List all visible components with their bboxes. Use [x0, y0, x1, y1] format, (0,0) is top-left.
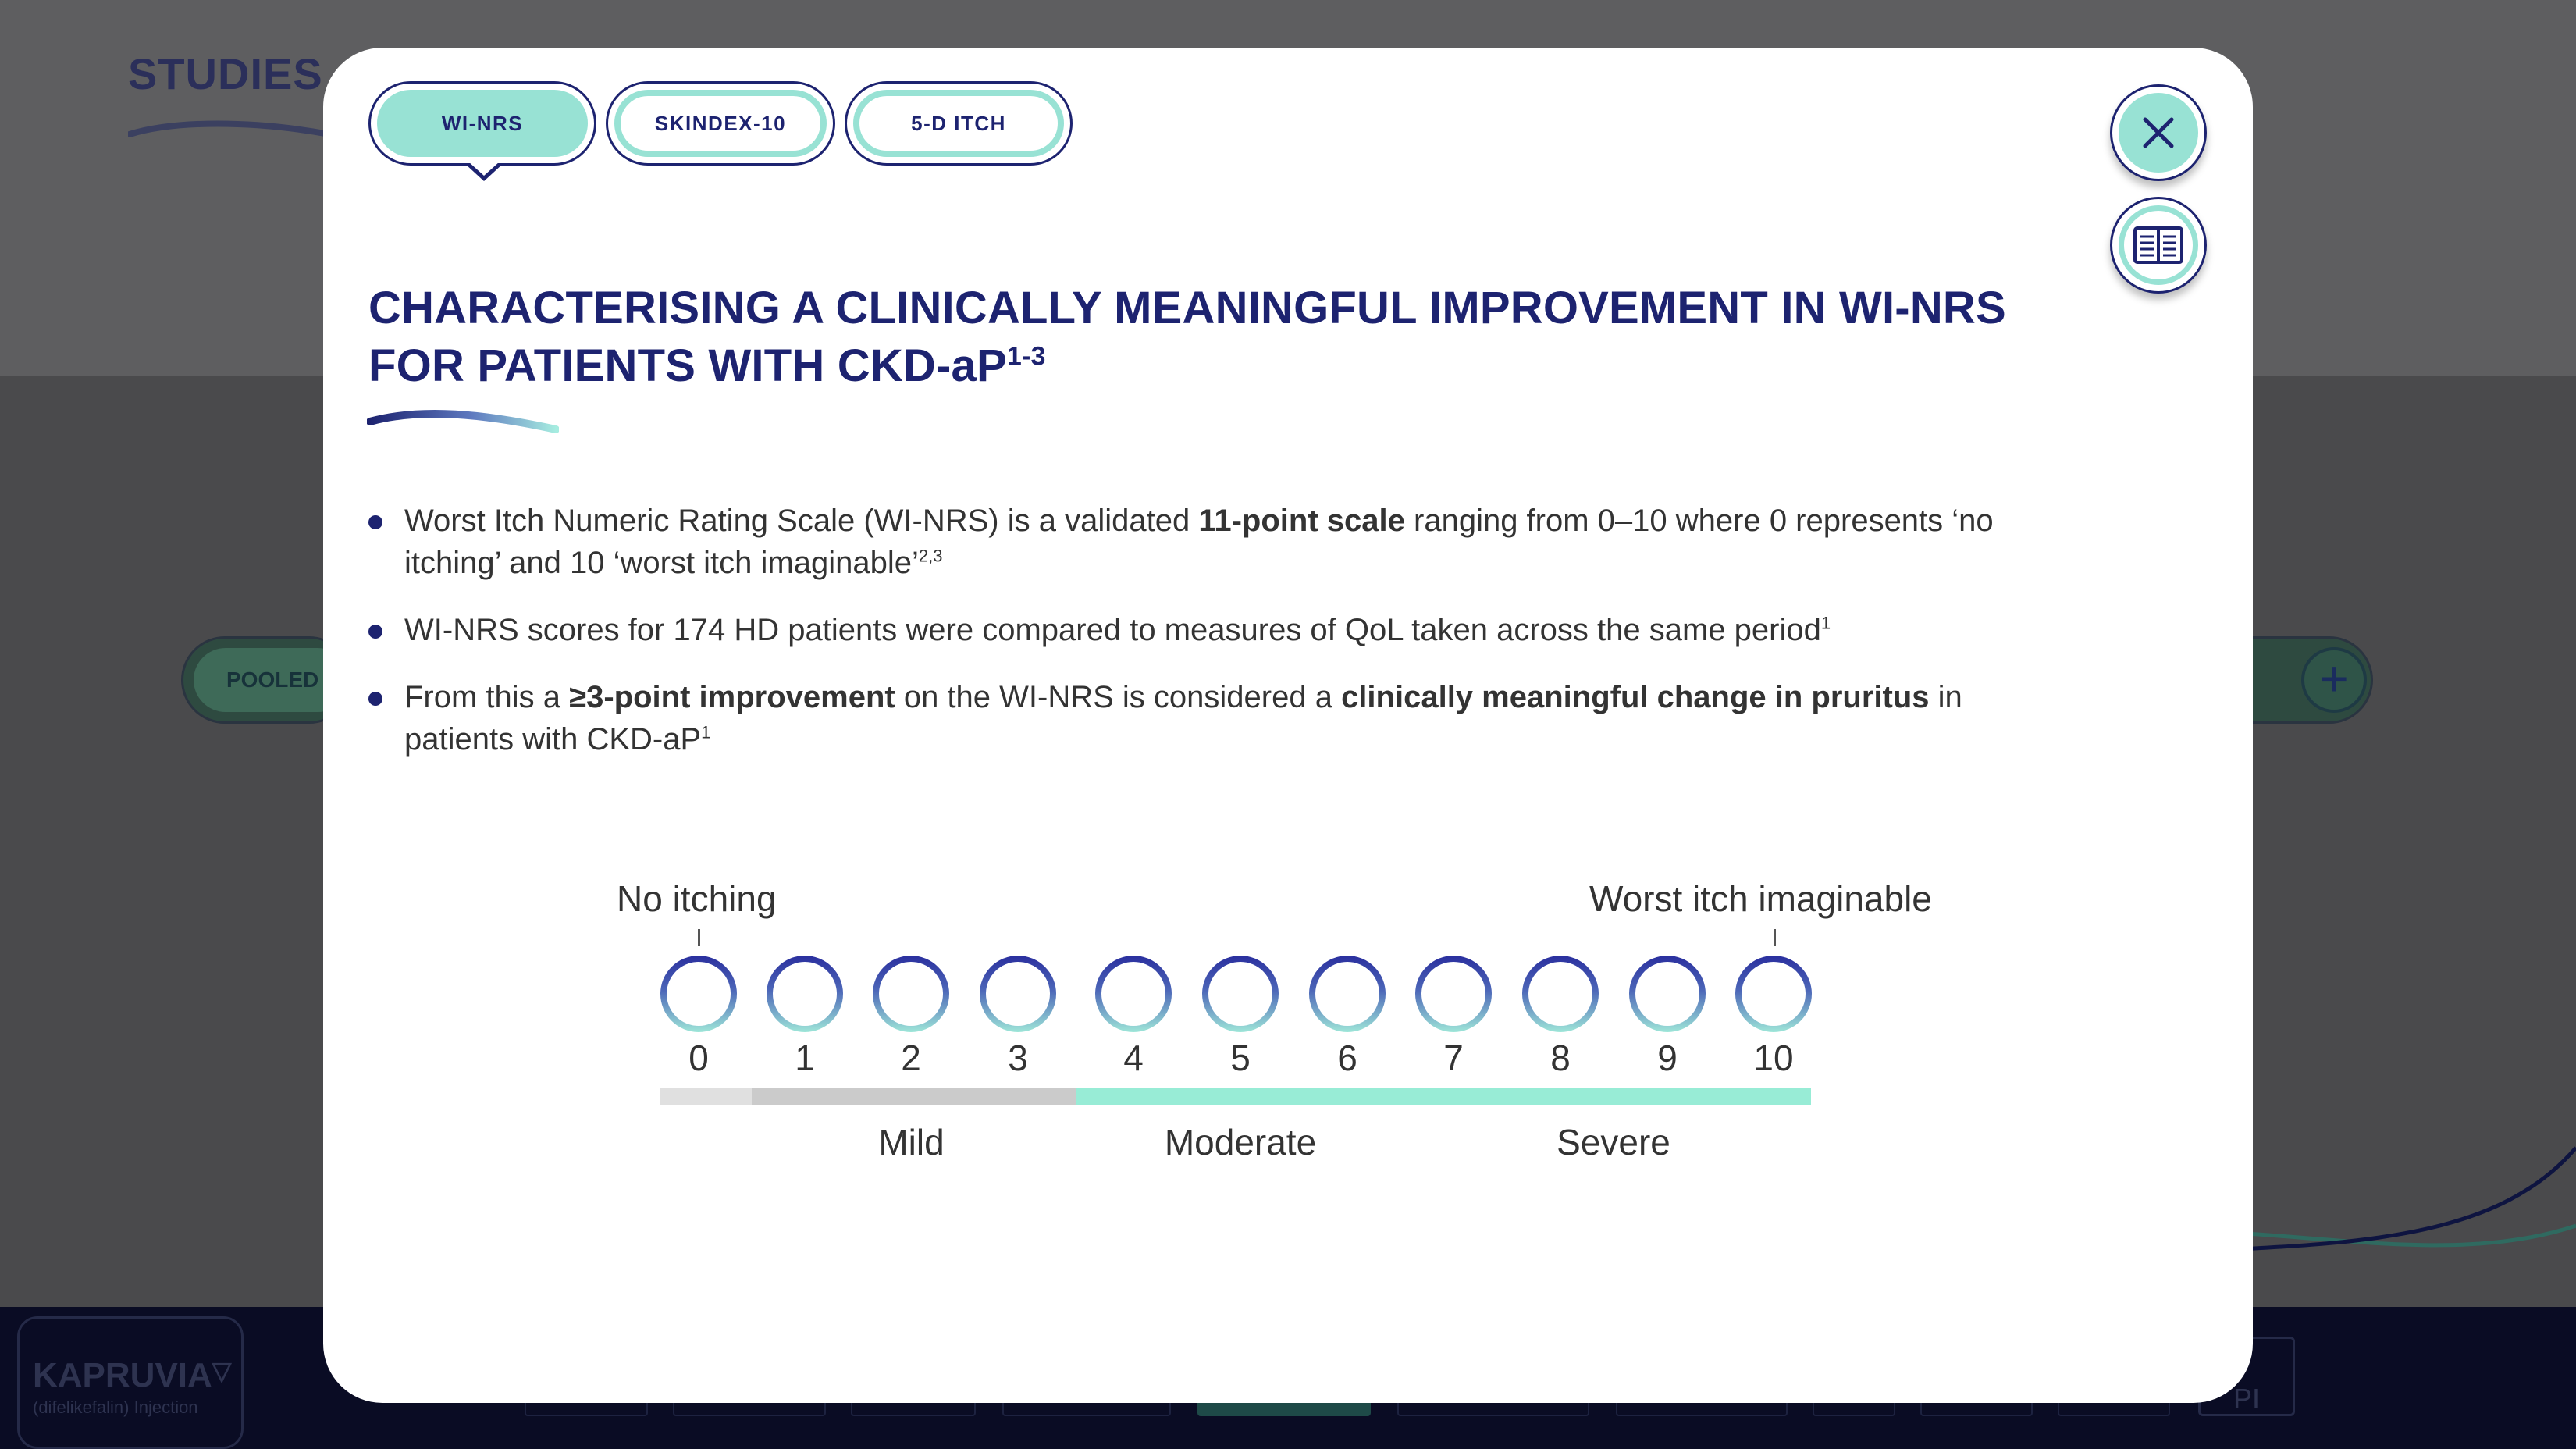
- scale-point-label: 4: [1123, 1038, 1144, 1078]
- book-icon: [2133, 226, 2183, 264]
- tab-skindex-10[interactable]: SKINDEX-10: [606, 81, 835, 166]
- scale-point-6: [1309, 956, 1386, 1032]
- modal-title-line1: CHARACTERISING A CLINICALLY MEANINGFUL I…: [368, 283, 2006, 333]
- severity-band-severe: [1400, 1088, 1811, 1105]
- tab-wi-nrs[interactable]: WI-NRS: [368, 81, 596, 166]
- list-item: From this a ≥3-point improvement on the …: [368, 676, 2039, 760]
- bullet-icon: [368, 625, 382, 639]
- list-item: WI-NRS scores for 174 HD patients were c…: [368, 609, 2039, 651]
- scale-point-label: 6: [1337, 1038, 1357, 1078]
- scale-point-9: [1629, 956, 1706, 1032]
- bullet-icon: [368, 515, 382, 529]
- bullet-icon: [368, 692, 382, 706]
- tab-5-d-itch-label: 5-D ITCH: [853, 90, 1064, 157]
- scale-min-tick: [698, 929, 700, 946]
- title-swoosh: [367, 409, 559, 433]
- modal-title: CHARACTERISING A CLINICALLY MEANINGFUL I…: [368, 279, 2117, 395]
- severity-label-mild: Mild: [878, 1122, 945, 1162]
- scale-point-2: [873, 956, 949, 1032]
- scale-point-label: 1: [795, 1038, 815, 1078]
- modal-title-line2: FOR PATIENTS WITH CKD-aP: [368, 340, 1007, 391]
- severity-band-moderate: [1076, 1088, 1400, 1105]
- scale-point-0: [660, 956, 737, 1032]
- scale-point-7: [1415, 956, 1492, 1032]
- severity-label-severe: Severe: [1557, 1122, 1670, 1162]
- scale-point-8: [1522, 956, 1599, 1032]
- severity-band-mild: [752, 1088, 1076, 1105]
- tab-wi-nrs-label: WI-NRS: [377, 90, 588, 157]
- brand-logo: KAPRUVIA▽: [33, 1356, 232, 1394]
- key-points-list: Worst Itch Numeric Rating Scale (WI-NRS)…: [368, 500, 2039, 785]
- severity-label-moderate: Moderate: [1164, 1122, 1317, 1162]
- tab-skindex-10-label: SKINDEX-10: [614, 90, 827, 157]
- modal-title-reference: 1-3: [1006, 341, 1046, 372]
- scale-point-label: 10: [1753, 1038, 1794, 1078]
- tab-5-d-itch[interactable]: 5-D ITCH: [845, 81, 1073, 166]
- references-button[interactable]: [2110, 197, 2207, 294]
- severity-band-none: [660, 1088, 752, 1105]
- scale-point-5: [1202, 956, 1279, 1032]
- scale-point-3: [980, 956, 1056, 1032]
- brand-logo-box: [17, 1316, 244, 1449]
- scale-min-label: No itching: [617, 878, 777, 919]
- section-title-swoosh: [128, 120, 331, 137]
- active-tab-pointer-fill: [468, 162, 500, 176]
- close-icon: [2143, 117, 2174, 148]
- close-button[interactable]: [2110, 84, 2207, 181]
- scale-info-modal: [323, 48, 2253, 1403]
- scale-point-10: [1735, 956, 1812, 1032]
- scale-point-label: 9: [1657, 1038, 1678, 1078]
- list-item: Worst Itch Numeric Rating Scale (WI-NRS)…: [368, 500, 2039, 584]
- scale-point-4: [1095, 956, 1172, 1032]
- scale-point-label: 2: [901, 1038, 921, 1078]
- scale-point-label: 7: [1443, 1038, 1464, 1078]
- plus-icon: +: [2301, 647, 2367, 713]
- scale-point-label: 0: [688, 1038, 709, 1078]
- scale-max-tick: [1774, 929, 1776, 946]
- section-title: STUDIES: [128, 49, 323, 98]
- scale-point-label: 5: [1230, 1038, 1251, 1078]
- scale-point-1: [767, 956, 843, 1032]
- scale-max-label: Worst itch imaginable: [1589, 878, 1932, 919]
- scale-point-label: 3: [1008, 1038, 1028, 1078]
- scale-point-label: 8: [1550, 1038, 1571, 1078]
- brand-logo-sub: (difelikefalin) Injection: [33, 1397, 198, 1417]
